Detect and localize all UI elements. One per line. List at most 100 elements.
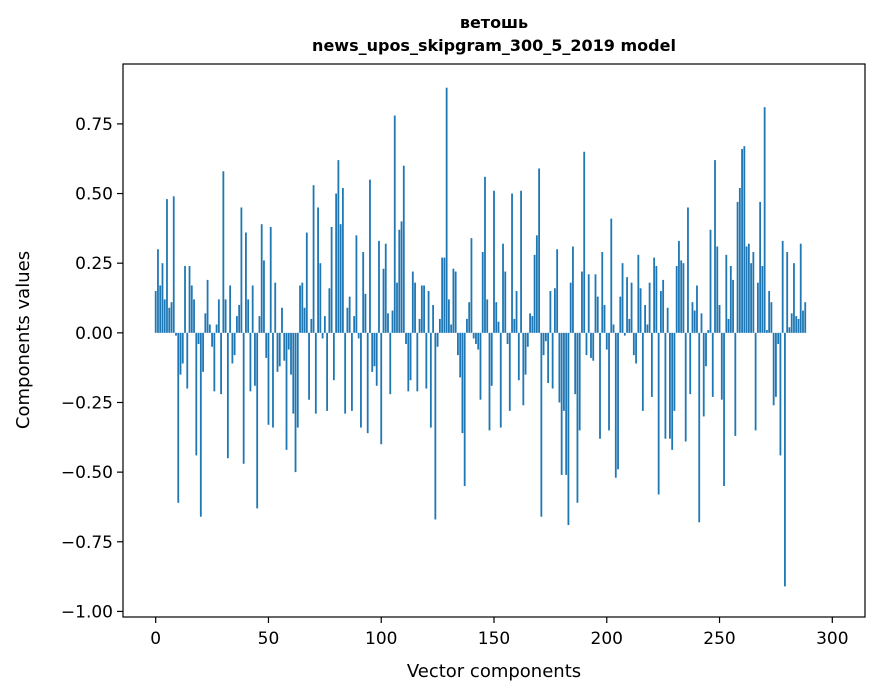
bar-165 — [526, 332, 529, 347]
bar-12 — [181, 332, 184, 364]
bar-274 — [772, 332, 775, 406]
bar-166 — [529, 313, 531, 333]
bar-250 — [718, 304, 721, 333]
x-tick-label: 0 — [150, 629, 161, 649]
bar-180 — [560, 332, 563, 475]
bar-262 — [745, 246, 748, 333]
bar-284 — [795, 316, 798, 333]
x-tick-label: 200 — [591, 629, 623, 649]
bar-93 — [364, 293, 367, 333]
bar-232 — [678, 240, 680, 333]
bar-102 — [384, 243, 387, 333]
bar-95 — [369, 179, 371, 333]
bar-118 — [420, 285, 423, 333]
bar-55 — [278, 332, 281, 367]
bar-75 — [323, 316, 326, 333]
bar-121 — [427, 291, 430, 333]
bar-123 — [432, 304, 434, 333]
bar-280 — [786, 252, 789, 333]
bar-255 — [729, 265, 732, 333]
bar-130 — [447, 299, 450, 333]
bar-91 — [360, 332, 362, 428]
bar-272 — [768, 291, 771, 333]
bar-181 — [563, 332, 565, 411]
bar-192 — [587, 274, 590, 333]
bar-254 — [727, 318, 730, 333]
bar-133 — [454, 271, 457, 333]
bar-36 — [235, 316, 238, 333]
bar-137 — [463, 332, 466, 487]
bar-46 — [258, 316, 261, 333]
bar-39 — [242, 332, 245, 464]
bar-6 — [168, 307, 171, 333]
plot-frame — [122, 63, 866, 618]
bar-90 — [357, 332, 360, 339]
bar-228 — [669, 332, 671, 439]
bar-174 — [547, 332, 550, 383]
bar-3 — [161, 263, 164, 333]
bar-187 — [576, 332, 579, 503]
bar-114 — [411, 271, 414, 333]
x-tick-label: 300 — [816, 629, 848, 649]
bar-273 — [770, 302, 773, 333]
bar-156 — [506, 332, 509, 344]
bar-16 — [190, 285, 193, 333]
bar-51 — [269, 226, 272, 333]
bar-86 — [348, 296, 351, 333]
bar-234 — [682, 263, 685, 333]
bar-20 — [199, 332, 202, 517]
bar-155 — [504, 271, 507, 333]
bar-116 — [416, 332, 419, 392]
bar-70 — [312, 185, 315, 333]
bar-264 — [750, 263, 752, 333]
bar-111 — [405, 332, 407, 344]
bar-279 — [784, 332, 786, 587]
bar-119 — [423, 285, 425, 333]
bar-66 — [303, 307, 306, 333]
bar-205 — [617, 332, 619, 470]
bar-103 — [387, 313, 389, 333]
bar-69 — [310, 318, 313, 333]
bar-82 — [339, 224, 342, 333]
bar-157 — [508, 332, 511, 411]
y-tick-label: −1.00 — [61, 602, 113, 622]
bar-209 — [626, 277, 628, 333]
bar-231 — [675, 265, 678, 333]
bar-195 — [594, 274, 597, 333]
bar-221 — [653, 257, 656, 333]
bar-230 — [673, 332, 676, 411]
bar-8 — [172, 196, 175, 333]
bar-37 — [238, 304, 241, 333]
bar-50 — [267, 332, 270, 425]
bar-251 — [720, 332, 723, 400]
bar-242 — [700, 313, 703, 333]
bar-229 — [671, 332, 674, 450]
bar-276 — [777, 332, 780, 344]
bar-196 — [596, 296, 599, 333]
bar-177 — [553, 288, 556, 333]
bar-104 — [389, 332, 392, 395]
bar-211 — [630, 282, 633, 333]
bar-22 — [204, 313, 207, 333]
bar-256 — [732, 279, 734, 333]
x-axis-ticks: 0 50 100 150 200 250 300 — [150, 617, 849, 649]
bar-33 — [229, 285, 232, 333]
bar-108 — [398, 229, 401, 333]
x-tick-label: 100 — [365, 629, 397, 649]
bar-60 — [290, 332, 292, 375]
bar-149 — [490, 332, 493, 386]
bar-194 — [592, 332, 595, 361]
bar-76 — [326, 332, 328, 411]
bar-14 — [186, 332, 189, 389]
y-tick-label: −0.25 — [61, 393, 113, 413]
bar-7 — [170, 302, 173, 333]
bar-237 — [689, 332, 692, 395]
bar-18 — [195, 332, 198, 456]
bar-218 — [646, 324, 649, 333]
bar-17 — [193, 299, 195, 333]
bar-202 — [610, 218, 613, 333]
bar-59 — [287, 332, 290, 350]
chart-title: ветошь — [460, 13, 528, 32]
bar-178 — [556, 249, 559, 333]
